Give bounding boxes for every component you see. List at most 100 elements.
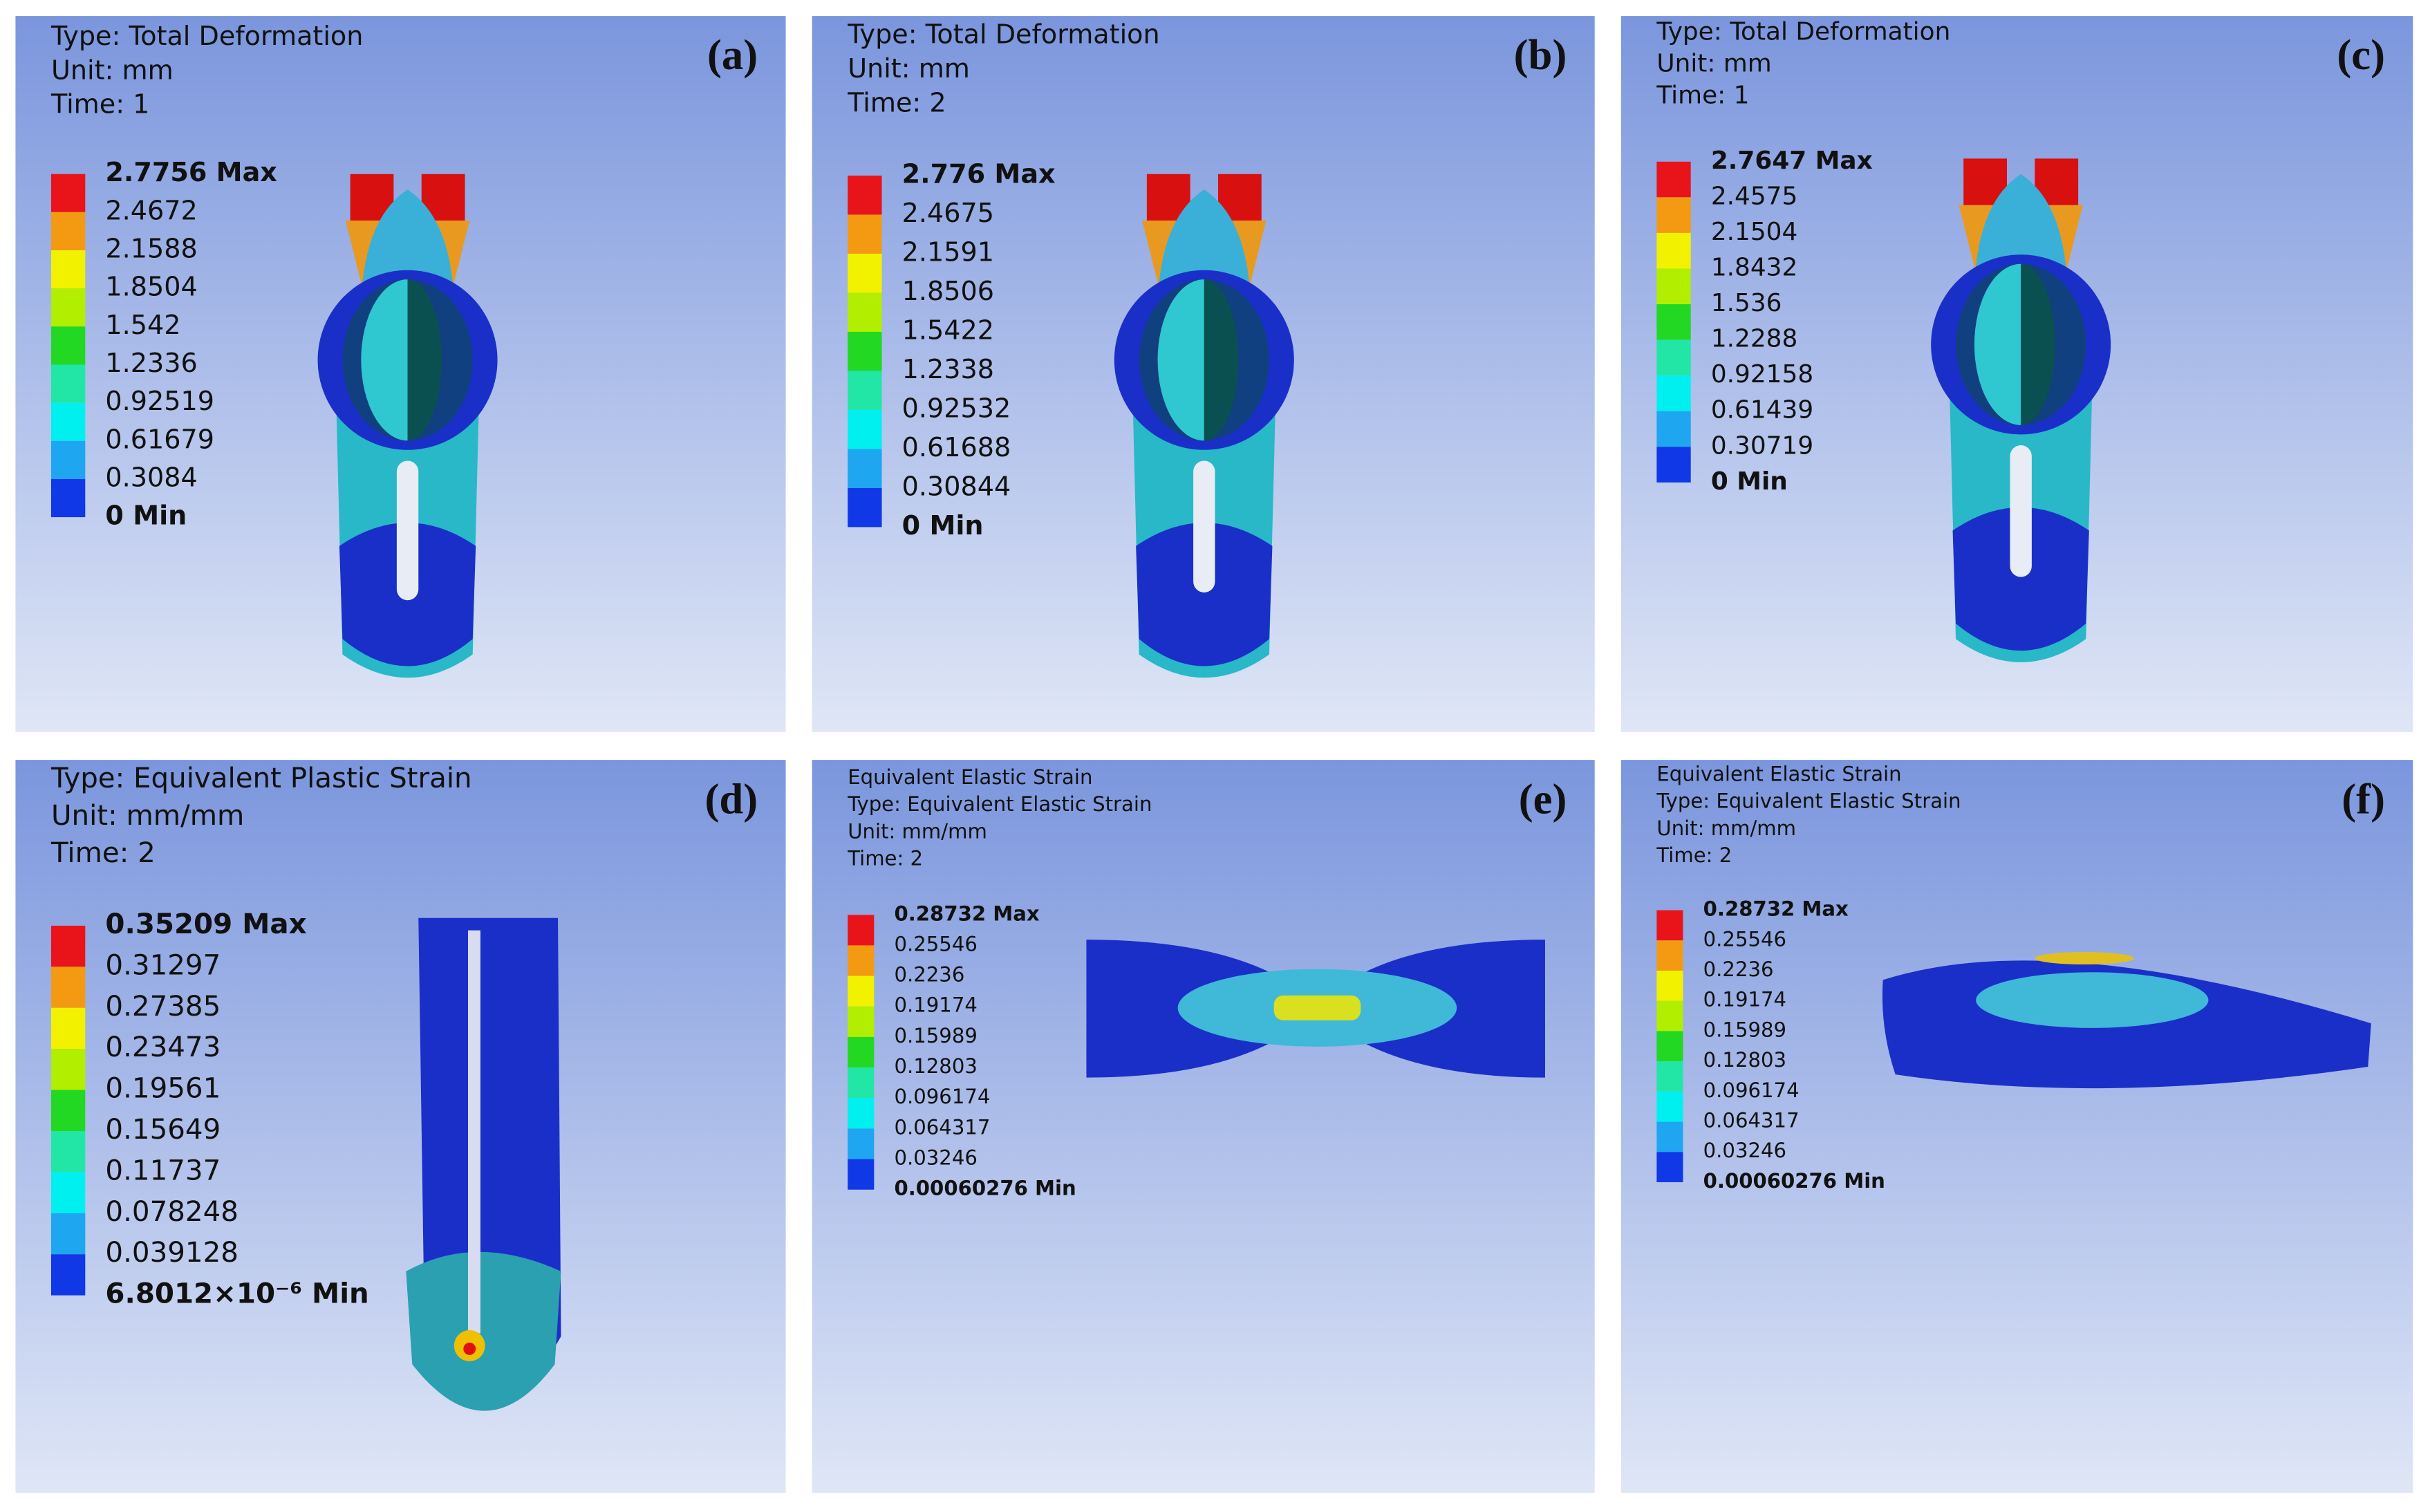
legend-color	[1656, 339, 1691, 376]
legend-label: 0.61679	[105, 424, 214, 454]
panel: Equivalent Elastic Strain Type: Equivalen…	[1620, 760, 2413, 1493]
legend-label: 0.03246	[894, 1146, 977, 1170]
legend-label: 0.30844	[902, 471, 1011, 501]
panel-label: (b)	[1514, 30, 1567, 79]
model-part	[1204, 279, 1239, 441]
legend-label: 0.15989	[1703, 1018, 1786, 1041]
legend-label: 0.25546	[1703, 927, 1786, 951]
model-part	[2035, 952, 2134, 965]
legend-color	[50, 212, 86, 251]
header-line: Time: 2	[1656, 843, 1732, 867]
legend-label: 0.11737	[105, 1154, 221, 1186]
model-part	[1952, 507, 2089, 651]
model-part	[2021, 263, 2055, 425]
legend-color	[848, 1036, 875, 1068]
legend-color	[1656, 1000, 1683, 1032]
legend-color	[1656, 161, 1691, 198]
panel-background	[1620, 760, 2413, 1493]
legend-label: 0.23473	[105, 1031, 221, 1063]
legend-label: 0.3084	[105, 462, 197, 492]
legend-label: 0.19174	[894, 993, 977, 1017]
header-line: Unit: mm/mm	[848, 819, 987, 843]
legend-color	[50, 1254, 86, 1296]
legend-label: 0 Min	[902, 510, 984, 541]
legend-color	[1656, 1121, 1683, 1152]
legend-label: 0.2236	[1703, 958, 1774, 981]
legend-color	[50, 1007, 86, 1049]
legend-color	[50, 326, 86, 365]
legend-label: 0.15649	[105, 1113, 221, 1146]
legend-label: 1.8432	[1711, 253, 1797, 281]
legend-label: 1.2336	[105, 348, 197, 378]
legend-label: 0.28732 Max	[1703, 897, 1849, 921]
legend-color	[848, 214, 882, 254]
legend-color	[848, 253, 882, 293]
header-line: Equivalent Elastic Strain	[848, 765, 1092, 789]
legend-color	[1656, 197, 1691, 233]
legend-label: 0.92158	[1711, 360, 1813, 389]
legend-label: 0.096174	[1703, 1079, 1800, 1102]
legend-color	[848, 487, 882, 528]
legend-color	[50, 1049, 86, 1090]
legend-label: 0.12803	[1703, 1048, 1786, 1072]
header-line: Unit: mm	[848, 53, 970, 84]
legend-color	[50, 440, 86, 479]
header-line: Time: 2	[847, 87, 946, 118]
legend-label: 1.5422	[902, 315, 994, 345]
legend-color	[848, 1159, 875, 1190]
model-part	[463, 1342, 476, 1355]
model-part	[406, 1251, 561, 1411]
legend-label: 0.31297	[105, 949, 221, 981]
model-part	[1193, 460, 1215, 592]
header-line: Unit: mm	[1656, 50, 1771, 78]
legend-label: 2.776 Max	[902, 158, 1056, 189]
legend-color	[1656, 1031, 1683, 1062]
legend-label: 0.00060276 Min	[1703, 1169, 1885, 1193]
legend-label: 0.064317	[1703, 1109, 1800, 1132]
model-part	[1976, 972, 2209, 1028]
legend-color	[1656, 1152, 1683, 1182]
panel-label: (e)	[1519, 774, 1567, 823]
legend-label: 0 Min	[1711, 467, 1788, 496]
legend-color	[848, 449, 882, 488]
header-line: Type: Equivalent Elastic Strain	[1656, 790, 1961, 813]
legend-label: 0.28732 Max	[894, 902, 1039, 925]
header-line: Type: Equivalent Elastic Strain	[847, 792, 1152, 816]
model-part	[361, 279, 408, 441]
legend-color	[848, 175, 882, 215]
legend-color	[848, 945, 875, 976]
legend-color	[848, 331, 882, 371]
legend-label: 0.00060276 Min	[894, 1177, 1076, 1200]
legend-color	[50, 1090, 86, 1131]
header-line: Unit: mm/mm	[51, 799, 244, 832]
legend-color	[50, 364, 86, 403]
legend-label: 2.7756 Max	[105, 157, 277, 187]
legend-label: 2.1504	[1711, 218, 1797, 246]
legend-label: 2.1588	[105, 234, 197, 264]
model-part	[2010, 445, 2032, 577]
legend-label: 0.27385	[105, 990, 221, 1023]
legend-color	[50, 925, 86, 967]
legend-label: 0.19174	[1703, 988, 1786, 1011]
legend-color	[1656, 268, 1691, 305]
header-line: Time: 2	[847, 847, 923, 870]
header-line: Unit: mm	[51, 55, 174, 85]
legend-color	[848, 1098, 875, 1129]
legend-color	[848, 371, 882, 410]
model-part	[1273, 995, 1361, 1020]
panel-label: (d)	[704, 774, 758, 823]
legend-color	[1656, 970, 1683, 1001]
panel-label: (c)	[2337, 30, 2385, 79]
legend-label: 6.8012×10⁻⁶ Min	[105, 1278, 368, 1310]
legend-color	[1656, 304, 1691, 340]
panel-background	[812, 760, 1595, 1493]
legend-label: 0.92532	[902, 393, 1011, 423]
legend-label: 0.19561	[105, 1072, 221, 1105]
header-line: Time: 1	[1656, 82, 1749, 110]
legend-color	[848, 976, 875, 1007]
legend-color	[50, 250, 86, 289]
panel-background	[15, 760, 786, 1493]
legend-label: 0 Min	[105, 501, 187, 531]
